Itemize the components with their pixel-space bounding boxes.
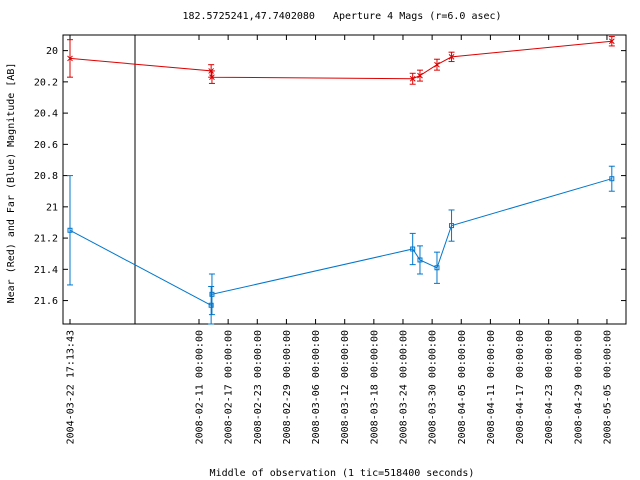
series-line bbox=[69, 178, 612, 307]
chart-title: 182.5725241,47.7402080 Aperture 4 Mags (… bbox=[182, 11, 501, 22]
x-ticks: 2004-03-22 17:13:43 2008-02-11 00:00:00 20… bbox=[66, 35, 613, 444]
x-tick-label: 2008-02-17 00:00:00 bbox=[224, 330, 235, 444]
x-tick-label: 2008-02-29 00:00:00 bbox=[282, 330, 293, 444]
x-tick-label: 2008-02-11 00:00:00 bbox=[195, 330, 206, 444]
x-tick-label: 2008-04-17 00:00:00 bbox=[515, 330, 526, 444]
y-tick-label: 21.2 bbox=[34, 234, 58, 245]
data-point bbox=[434, 61, 440, 68]
data-point bbox=[67, 55, 73, 62]
data-point bbox=[434, 265, 440, 271]
y-tick-label: 21 bbox=[46, 202, 58, 213]
y-tick-label: 20 bbox=[46, 46, 58, 57]
data-point bbox=[67, 227, 73, 233]
y-tick-label: 21.6 bbox=[34, 296, 58, 307]
y-axis-label: Near (Red) and Far (Blue) Magnitude [AB] bbox=[6, 63, 17, 304]
x-tick-label: 2004-03-22 17:13:43 bbox=[66, 330, 77, 444]
y-tick-label: 20.8 bbox=[34, 171, 58, 182]
y-tick-label: 21.4 bbox=[34, 265, 58, 276]
x-tick-label: 2008-02-23 00:00:00 bbox=[253, 330, 264, 444]
x-tick-label: 2008-04-29 00:00:00 bbox=[573, 330, 584, 444]
series-near bbox=[67, 36, 615, 85]
x-tick-label: 2008-03-18 00:00:00 bbox=[369, 330, 380, 444]
series-line bbox=[69, 40, 612, 80]
x-tick-label: 2008-04-23 00:00:00 bbox=[544, 330, 555, 444]
data-point bbox=[209, 291, 215, 297]
x-tick-label: 2008-04-05 00:00:00 bbox=[457, 330, 468, 444]
x-tick-label: 2008-05-05 00:00:00 bbox=[602, 330, 613, 444]
data-point bbox=[417, 72, 423, 79]
data-point bbox=[448, 54, 455, 60]
series-far bbox=[67, 165, 615, 325]
y-tick-label: 20.6 bbox=[34, 140, 58, 151]
x-tick-label: 2008-03-24 00:00:00 bbox=[398, 330, 409, 444]
x-tick-label: 2008-03-06 00:00:00 bbox=[311, 330, 322, 444]
x-tick-label: 2008-03-12 00:00:00 bbox=[340, 330, 351, 444]
data-point bbox=[609, 176, 615, 182]
x-tick-label: 2008-04-11 00:00:00 bbox=[486, 330, 497, 444]
data-point bbox=[417, 257, 423, 263]
data-point bbox=[449, 223, 455, 229]
data-point bbox=[208, 302, 214, 308]
x-tick-label: 2008-03-30 00:00:00 bbox=[428, 330, 439, 444]
series-group bbox=[67, 36, 615, 325]
data-point bbox=[608, 38, 615, 45]
data-point bbox=[410, 246, 416, 252]
y-tick-label: 20.4 bbox=[34, 109, 58, 120]
y-tick-label: 20.2 bbox=[34, 77, 58, 88]
data-point bbox=[409, 75, 416, 82]
data-point bbox=[209, 74, 215, 81]
x-axis-label: Middle of observation (1 tic=518400 seco… bbox=[210, 468, 475, 479]
